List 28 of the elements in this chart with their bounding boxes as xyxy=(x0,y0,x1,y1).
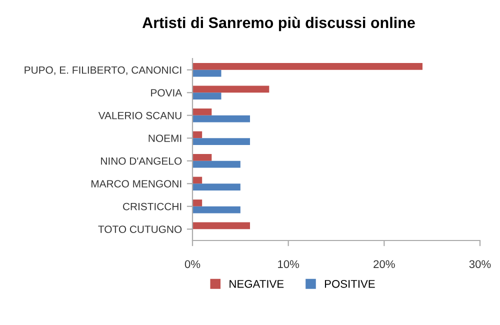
chart-title: Artisti di Sanremo più discussi online xyxy=(142,16,415,32)
y-tick-label: NOEMI xyxy=(148,134,182,142)
legend-label: POSITIVE xyxy=(324,280,375,288)
legend-label: NEGATIVE xyxy=(230,280,284,288)
bar xyxy=(192,206,240,214)
y-tick-label: POVIA xyxy=(151,89,182,96)
x-tick-label: 30% xyxy=(469,260,491,268)
y-tick-label: PUPO, E. FILIBERTO, CANONICI xyxy=(24,66,182,75)
bar xyxy=(192,115,250,122)
y-tick-label: NINO D'ANGELO xyxy=(101,157,182,165)
bar xyxy=(192,63,422,70)
bar xyxy=(192,70,222,77)
y-tick-label: TOTO CUTUGNO xyxy=(98,226,182,233)
bar xyxy=(192,200,202,206)
x-tick-label: 20% xyxy=(374,260,395,268)
bar xyxy=(192,184,240,190)
x-tick-label: 10% xyxy=(278,260,300,268)
bar xyxy=(192,138,250,145)
bar xyxy=(192,154,212,161)
bar xyxy=(192,108,212,116)
bar xyxy=(192,92,222,100)
y-tick-label: VALERIO SCANU xyxy=(98,112,182,120)
bar xyxy=(192,160,240,168)
bar xyxy=(192,86,270,93)
y-tick-label: CRISTICCHI xyxy=(123,202,182,210)
y-tick-label: MARCO MENGONI xyxy=(92,180,182,188)
bar xyxy=(192,222,250,230)
x-tick-label: 0% xyxy=(184,260,200,268)
